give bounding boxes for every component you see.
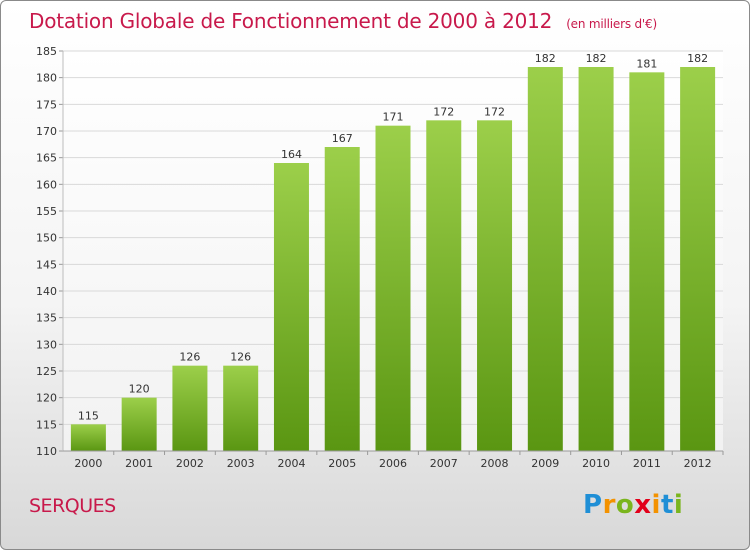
y-tick-label: 155 bbox=[36, 205, 57, 218]
commune-name: SERQUES bbox=[29, 495, 116, 517]
x-tick-label: 2009 bbox=[531, 457, 559, 470]
bar-value-label: 126 bbox=[179, 351, 200, 364]
logo-letter: r bbox=[602, 490, 616, 520]
proxiti-logo: Proxiti bbox=[583, 490, 683, 520]
x-tick-label: 2010 bbox=[582, 457, 610, 470]
bar-value-label: 171 bbox=[383, 111, 404, 124]
bar-value-label: 172 bbox=[433, 105, 454, 118]
bar-value-label: 182 bbox=[586, 52, 607, 65]
x-tick-label: 2006 bbox=[379, 457, 407, 470]
bar-value-label: 120 bbox=[129, 383, 150, 396]
bar-value-label: 167 bbox=[332, 132, 353, 145]
x-tick-label: 2007 bbox=[430, 457, 458, 470]
y-tick-label: 110 bbox=[36, 445, 57, 458]
y-tick-label: 180 bbox=[36, 72, 57, 85]
y-tick-label: 115 bbox=[36, 418, 57, 431]
y-axis: 110 115 120 125 130 135 140 145 150 155 160 165 170 1… bbox=[36, 45, 63, 458]
bar-2011 bbox=[629, 72, 665, 451]
y-tick-label: 165 bbox=[36, 152, 57, 165]
logo-letter: x bbox=[634, 490, 652, 520]
bar-value-label: 172 bbox=[484, 105, 505, 118]
logo-letter: P bbox=[583, 490, 603, 520]
bars: 115 120 126 126 164 167 171 172 172 182 182 181 182 bbox=[70, 52, 716, 452]
logo-letter: o bbox=[615, 490, 635, 520]
bar-2009 bbox=[527, 67, 563, 451]
bar-chart: 110 115 120 125 130 135 140 145 150 155 160 165 170 1… bbox=[36, 45, 724, 470]
x-tick-label: 2004 bbox=[277, 457, 305, 470]
chart-unit: (en milliers d'€) bbox=[566, 17, 657, 31]
y-tick-label: 175 bbox=[36, 98, 57, 111]
chart-title-text: Dotation Globale de Fonctionnement de 20… bbox=[29, 9, 553, 33]
logo-letter: i bbox=[673, 490, 684, 520]
logo-letter: i bbox=[651, 490, 661, 520]
y-tick-label: 170 bbox=[36, 125, 57, 138]
y-tick-label: 120 bbox=[36, 392, 57, 405]
y-tick-label: 125 bbox=[36, 365, 57, 378]
y-tick-label: 145 bbox=[36, 258, 57, 271]
bar-value-label: 182 bbox=[535, 52, 556, 65]
bar-2005 bbox=[324, 147, 360, 451]
x-tick-label: 2005 bbox=[328, 457, 356, 470]
x-tick-label: 2012 bbox=[684, 457, 712, 470]
x-tick-label: 2002 bbox=[176, 457, 204, 470]
bar-2001 bbox=[121, 397, 157, 451]
bar-value-label: 126 bbox=[230, 351, 251, 364]
bar-2007 bbox=[426, 120, 462, 451]
bar-2004 bbox=[273, 163, 309, 451]
x-tick-label: 2003 bbox=[227, 457, 255, 470]
x-tick-label: 2008 bbox=[481, 457, 509, 470]
bar-value-label: 181 bbox=[636, 57, 657, 70]
y-tick-label: 160 bbox=[36, 178, 57, 191]
bar-2008 bbox=[477, 120, 513, 451]
bar-value-label: 182 bbox=[687, 52, 708, 65]
bar-2012 bbox=[680, 67, 716, 451]
logo-letter: t bbox=[660, 490, 674, 520]
x-axis: 2000 2001 2002 2003 2004 2005 2006 2007 2008 2009… bbox=[74, 451, 724, 470]
bar-2006 bbox=[375, 125, 411, 452]
y-tick-label: 140 bbox=[36, 285, 57, 298]
y-tick-label: 130 bbox=[36, 338, 57, 351]
x-tick-label: 2011 bbox=[633, 457, 661, 470]
bar-2000 bbox=[70, 424, 106, 451]
y-tick-label: 185 bbox=[36, 45, 57, 58]
x-tick-label: 2000 bbox=[74, 457, 102, 470]
y-tick-label: 135 bbox=[36, 312, 57, 325]
bar-2010 bbox=[578, 67, 614, 451]
bar-value-label: 164 bbox=[281, 148, 302, 161]
bar-2003 bbox=[223, 365, 259, 451]
bar-value-label: 115 bbox=[78, 409, 99, 422]
chart-title: Dotation Globale de Fonctionnement de 20… bbox=[29, 9, 657, 33]
x-tick-label: 2001 bbox=[125, 457, 153, 470]
bar-2002 bbox=[172, 365, 208, 451]
y-tick-label: 150 bbox=[36, 232, 57, 245]
